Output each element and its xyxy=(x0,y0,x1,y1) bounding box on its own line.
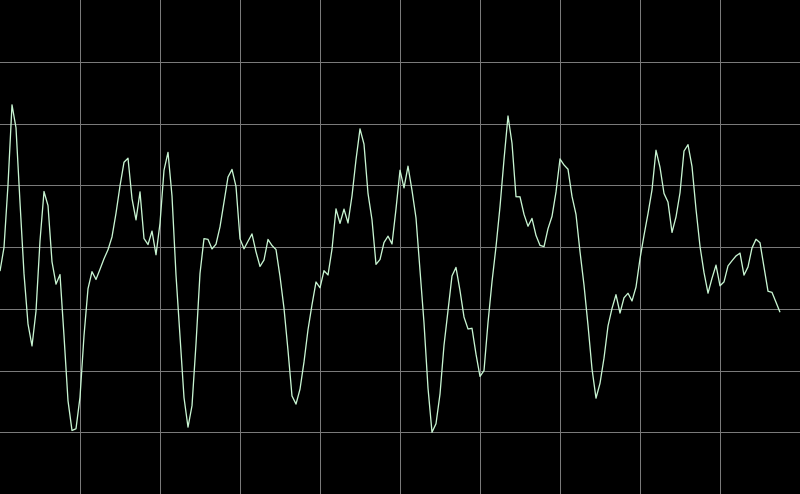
signal-trace-0 xyxy=(0,104,781,433)
trace-layer xyxy=(0,104,781,433)
